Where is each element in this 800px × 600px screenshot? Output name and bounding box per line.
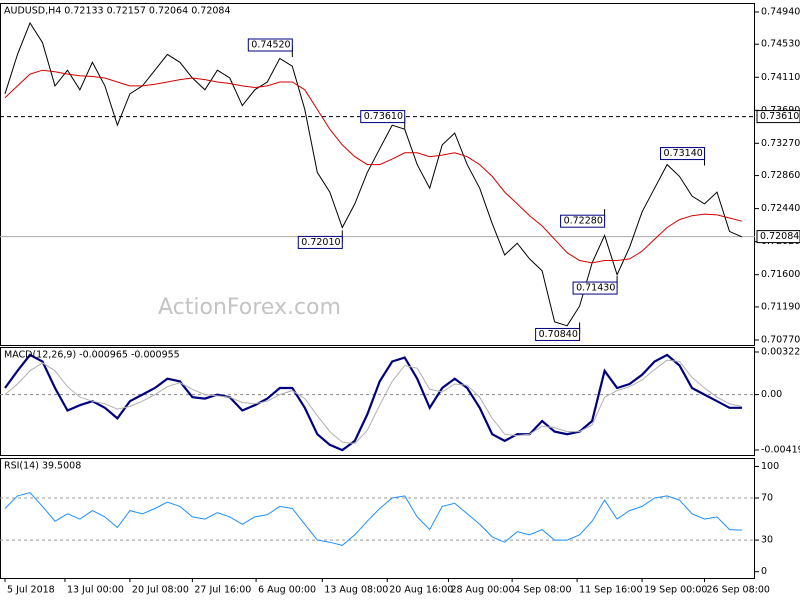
annotation-label: 0.73140	[664, 148, 703, 159]
x-tick-label: 28 Aug 00:00	[450, 585, 514, 596]
annotation-box	[247, 38, 293, 52]
series-line	[4, 492, 743, 546]
annotation-label: 0.73610	[364, 111, 403, 122]
x-tick-label: 26 Sep 08:00	[707, 585, 770, 596]
level-label: 0.72084	[760, 231, 799, 242]
y-tick-label: 0.72440	[761, 203, 800, 214]
x-tick-label: 27 Jul 16:00	[194, 585, 251, 596]
panel-frame	[0, 458, 755, 579]
y-tick-label: 0.74940	[761, 6, 800, 17]
x-tick-label: 20 Jul 08:00	[132, 585, 189, 596]
series-line	[4, 21, 743, 327]
series-line	[4, 353, 742, 452]
y-tick-label: -0.004191	[761, 444, 800, 455]
annotation-box	[572, 281, 618, 295]
y-tick-label: 100	[761, 461, 779, 472]
annotation-box	[297, 235, 343, 249]
series-line	[4, 359, 743, 445]
x-tick-label: 13 Aug 08:00	[324, 585, 388, 596]
level-label-box	[756, 110, 800, 124]
x-tick-label: 4 Sep 08:00	[514, 585, 571, 596]
y-tick-label: 0.74530	[761, 39, 800, 50]
x-tick-label: 20 Aug 16:00	[389, 585, 453, 596]
x-tick-label: 13 Jul 00:00	[67, 585, 124, 596]
x-tick-label: 19 Sep 00:00	[644, 585, 707, 596]
y-tick-label: 30	[761, 535, 773, 546]
annotation-label: 0.70840	[539, 329, 578, 340]
level-label: 0.73610	[760, 111, 799, 122]
y-tick-label: 0.72860	[761, 170, 800, 181]
panel-title: MACD(12,26,9) -0.000965 -0.000955	[4, 350, 180, 361]
watermark: ActionForex.com	[158, 295, 341, 320]
annotation-label: 0.72010	[301, 237, 340, 248]
level-label-box	[756, 230, 800, 244]
y-tick-label: 0.71190	[761, 301, 800, 312]
series-line	[4, 69, 743, 264]
x-tick-label: 5 Jul 2018	[7, 585, 55, 596]
y-tick-label: 0.70770	[761, 334, 800, 345]
annotation-box	[535, 327, 581, 341]
y-tick-label: 0	[761, 566, 767, 577]
y-tick-label: 0.00	[761, 389, 782, 400]
y-tick-label: 0.74110	[761, 72, 800, 83]
panel-frame	[0, 3, 755, 346]
y-tick-label: 0.73270	[761, 138, 800, 149]
annotation-label: 0.71430	[576, 283, 615, 294]
annotation-box	[360, 110, 406, 124]
panel-title: AUDUSD,H4 0.72133 0.72157 0.72064 0.7208…	[4, 6, 231, 17]
y-tick-label: 0.71600	[761, 269, 800, 280]
y-tick-label: 0.003223	[761, 346, 800, 357]
x-tick-label: 6 Aug 00:00	[258, 585, 316, 596]
x-tick-label: 11 Sep 16:00	[579, 585, 642, 596]
annotation-label: 0.74520	[251, 40, 290, 51]
panel-frame	[0, 347, 755, 456]
panel-title: RSI(14) 39.5008	[4, 461, 81, 472]
annotation-box	[660, 147, 706, 161]
annotation-label: 0.72280	[564, 216, 603, 227]
y-tick-label: 70	[761, 493, 773, 504]
annotation-box	[560, 214, 606, 228]
